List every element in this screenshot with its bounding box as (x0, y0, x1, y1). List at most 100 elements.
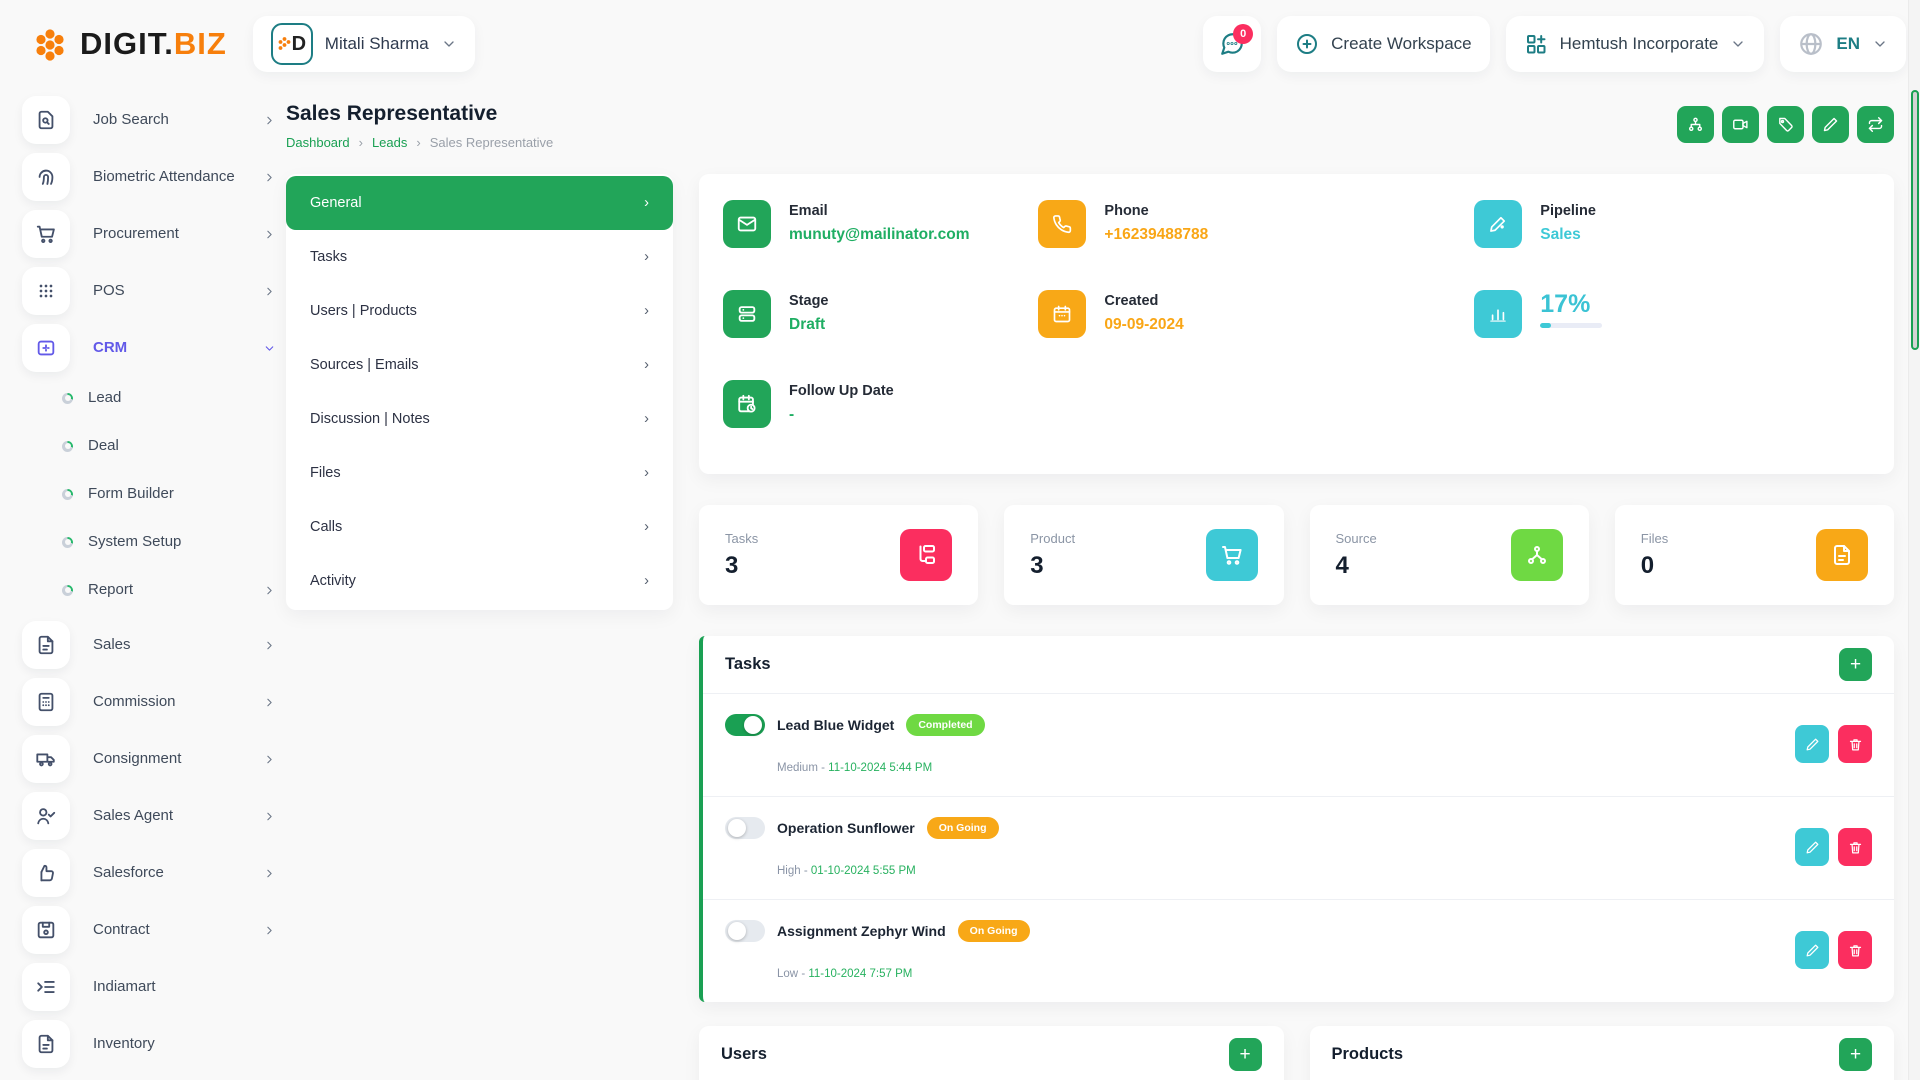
sidebar-item-pos[interactable]: POS (22, 267, 286, 315)
phone-value[interactable]: +16239488788 (1104, 226, 1209, 243)
add-user-button[interactable]: + (1228, 1038, 1262, 1071)
trash-icon (1849, 738, 1861, 750)
share-nodes-icon (1510, 529, 1563, 581)
messages-count-badge: 0 (1233, 24, 1254, 44)
breadcrumb-leads-link[interactable]: Leads (371, 135, 408, 150)
user-switcher[interactable]: D Mitali Sharma (252, 16, 475, 72)
scrollbar-thumb[interactable] (1911, 90, 1919, 350)
add-task-button[interactable]: + (1839, 648, 1872, 681)
language-code: EN (1836, 34, 1860, 53)
stat-card-source[interactable]: Source 4 (1309, 505, 1589, 605)
phone-icon (1038, 200, 1087, 248)
sidebar-item-sales-agent[interactable]: Sales Agent (22, 792, 286, 840)
edit-lead-button[interactable] (1812, 106, 1849, 143)
sidebar-item-commission[interactable]: Commission (22, 678, 286, 726)
delete-task-button[interactable] (1838, 931, 1872, 969)
sidebar-item-report[interactable]: Report (62, 573, 286, 607)
sidebar-item-inventory[interactable]: Inventory (22, 1020, 286, 1068)
edit-task-button[interactable] (1795, 931, 1829, 969)
task-complete-toggle[interactable] (725, 817, 765, 839)
chevron-right-icon: › (644, 519, 649, 535)
stat-card-tasks[interactable]: Tasks 3 (699, 505, 979, 605)
lead-detail-column: Email munuty@mailinator.com Phone +1623948… (699, 174, 1894, 1080)
edit-task-button[interactable] (1795, 828, 1829, 866)
task-meta: High - 01-10-2024 5:55 PM (777, 865, 916, 877)
sidebar-item-biometric-attendance[interactable]: Biometric Attendance (22, 153, 286, 201)
users-section: Users + WorkDo (699, 1026, 1284, 1080)
create-workspace-button[interactable]: Create Workspace (1277, 16, 1490, 72)
task-row: Assignment Zephyr Wind On Going Low - 11… (703, 900, 1894, 1002)
task-complete-toggle[interactable] (725, 920, 765, 942)
stat-card-files[interactable]: Files 0 (1614, 505, 1894, 605)
sidebar-item-system-setup[interactable]: System Setup (62, 525, 286, 559)
add-product-button[interactable]: + (1839, 1038, 1872, 1071)
brand-logo[interactable]: DIGIT.BIZ (30, 24, 227, 64)
sidebar: Job Search Biometric Attendance Procurem… (0, 88, 286, 1080)
edit-task-button[interactable] (1795, 725, 1829, 763)
trash-icon (1849, 841, 1861, 853)
pencil-icon (1806, 841, 1818, 853)
sidebar-item-job-search[interactable]: Job Search (22, 96, 286, 144)
chevron-right-icon: › (644, 411, 649, 427)
breadcrumb-dashboard-link[interactable]: Dashboard (286, 135, 350, 150)
delete-task-button[interactable] (1838, 828, 1872, 866)
delete-task-button[interactable] (1838, 725, 1872, 763)
brand-hexagon-icon (30, 24, 70, 64)
convert-lead-button[interactable] (1857, 106, 1894, 143)
file-icon (22, 621, 70, 669)
stat-card-product[interactable]: Product 3 (1004, 505, 1284, 605)
grid-dots-icon (22, 267, 70, 315)
follow-up-value: - (789, 406, 795, 423)
menu-item-calls[interactable]: Calls › (310, 519, 649, 535)
menu-item-discussion-notes[interactable]: Discussion | Notes › (310, 411, 649, 427)
language-selector[interactable]: EN (1780, 16, 1906, 72)
sidebar-item-contract[interactable]: Contract (22, 906, 286, 954)
sidebar-item-lead[interactable]: Lead (62, 381, 286, 415)
sidebar-item-indiamart[interactable]: Indiamart (22, 963, 286, 1011)
page-scrollbar[interactable] (1908, 0, 1920, 1080)
swap-arrows-icon (1868, 117, 1883, 132)
products-section: Products + iphone ($1,500.0) (1309, 1026, 1894, 1080)
calendar-icon (1038, 290, 1087, 338)
bottom-row: Users + WorkDo Products (699, 1026, 1894, 1080)
calculator-icon (22, 678, 70, 726)
sidebar-item-deal[interactable]: Deal (62, 429, 286, 463)
truck-icon (22, 735, 70, 783)
sidebar-item-consignment[interactable]: Consignment (22, 735, 286, 783)
page-actions (1677, 106, 1894, 143)
menu-item-users-products[interactable]: Users | Products › (310, 303, 649, 319)
menu-item-files[interactable]: Files › (310, 465, 649, 481)
main-content: Sales Representative Dashboard › Leads ›… (286, 88, 1920, 1080)
menu-item-general[interactable]: General › (286, 176, 673, 230)
task-complete-toggle[interactable] (725, 714, 765, 736)
sidebar-item-crm[interactable]: CRM (22, 324, 286, 372)
bullet-ring-icon (62, 536, 73, 548)
bullet-ring-icon (62, 440, 73, 452)
labels-button[interactable] (1767, 106, 1804, 143)
plus-circle-icon (1297, 34, 1318, 54)
lead-section-menu: General › Tasks › Users | Products › Source… (286, 174, 673, 610)
video-camera-icon (1733, 119, 1748, 130)
tag-icon (1779, 117, 1793, 132)
menu-item-tasks[interactable]: Tasks › (310, 249, 649, 265)
messages-button[interactable]: 0 (1203, 16, 1262, 72)
layout: Job Search Biometric Attendance Procurem… (0, 88, 1920, 1080)
task-row: Operation Sunflower On Going High - 01-1… (703, 797, 1894, 900)
fingerprint-icon (22, 153, 70, 201)
menu-item-sources-emails[interactable]: Sources | Emails › (310, 357, 649, 373)
task-meta: Medium - 11-10-2024 5:44 PM (777, 762, 933, 774)
email-value[interactable]: munuty@mailinator.com (789, 226, 970, 243)
org-chart-button[interactable] (1677, 106, 1714, 143)
sidebar-item-procurement[interactable]: Procurement (22, 210, 286, 258)
sidebar-item-sales[interactable]: Sales (22, 621, 286, 669)
server-stack-icon (723, 290, 771, 338)
sidebar-item-form-builder[interactable]: Form Builder (62, 477, 286, 511)
menu-item-activity[interactable]: Activity › (310, 573, 649, 589)
video-call-button[interactable] (1722, 106, 1759, 143)
chevron-down-icon (1733, 41, 1744, 47)
workspace-selector[interactable]: Hemtush Incorporate (1505, 16, 1765, 72)
info-follow-up: Follow Up Date - (723, 380, 1038, 448)
thumbs-up-icon (22, 849, 70, 897)
sidebar-item-salesforce[interactable]: Salesforce (22, 849, 286, 897)
